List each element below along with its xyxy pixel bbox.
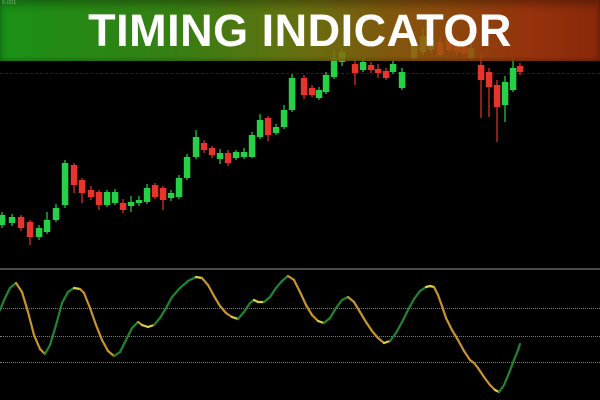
price-chart-panel: [0, 28, 600, 394]
banner-title: TIMING INDICATOR: [88, 4, 512, 56]
oscillator-gridline: [0, 362, 600, 363]
price-watermark: 0.001: [2, 0, 17, 6]
oscillator-panel: [0, 270, 600, 400]
banner-gradient-background: [0, 0, 600, 61]
panel-divider: [0, 268, 600, 270]
price-gridline: [0, 73, 600, 74]
oscillator-gridline: [0, 336, 600, 337]
oscillator-gridline: [0, 308, 600, 309]
title-banner: 0.001 TIMING INDICATOR: [0, 0, 600, 61]
